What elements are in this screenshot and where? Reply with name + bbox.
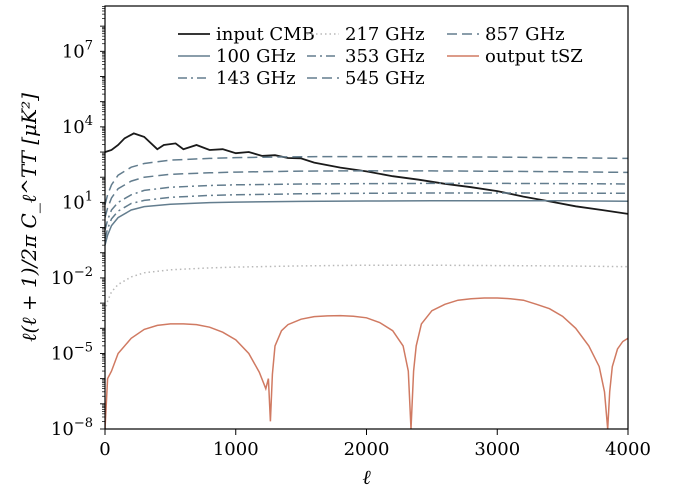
legend-label: 100 GHz [216, 46, 296, 67]
y-tick-label: 10−8 [51, 416, 93, 440]
legend-label: 143 GHz [216, 68, 296, 89]
legend-label: output tSZ [485, 46, 583, 67]
x-axis-label: ℓ [362, 465, 371, 489]
y-tick-label: 101 [62, 189, 93, 213]
legend-label: input CMB [216, 24, 315, 45]
y-axis-label: ℓ(ℓ + 1)/2π C_ℓ^TT [μK²] [17, 93, 41, 342]
legend-label: 857 GHz [485, 24, 565, 45]
legend-label: 545 GHz [345, 68, 425, 89]
series-line-5 [105, 170, 628, 218]
series-line-7 [105, 297, 628, 429]
y-tick-label: 104 [62, 114, 93, 138]
legend-label: 353 GHz [345, 46, 425, 67]
series-line-0 [105, 132, 628, 215]
series-line-2 [105, 192, 628, 240]
x-tick-label: 3000 [474, 439, 520, 460]
series-line-1 [105, 199, 628, 246]
x-tick-label: 1000 [213, 439, 259, 460]
series-line-4 [105, 182, 628, 231]
x-tick-label: 4000 [605, 439, 651, 460]
x-tick-label: 0 [99, 439, 110, 460]
series-line-3 [105, 264, 628, 311]
y-tick-label: 107 [62, 38, 93, 62]
legend-label: 217 GHz [345, 24, 425, 45]
series-layer [105, 132, 628, 429]
y-tick-label: 10−2 [51, 265, 93, 289]
x-tick-label: 2000 [344, 439, 390, 460]
y-tick-label: 10−5 [51, 340, 93, 364]
tick-layer: 0 1000 2000 3000 4000 10−8 10−5 10−2 101 104 107 [51, 6, 651, 460]
series-line-6 [105, 155, 628, 205]
